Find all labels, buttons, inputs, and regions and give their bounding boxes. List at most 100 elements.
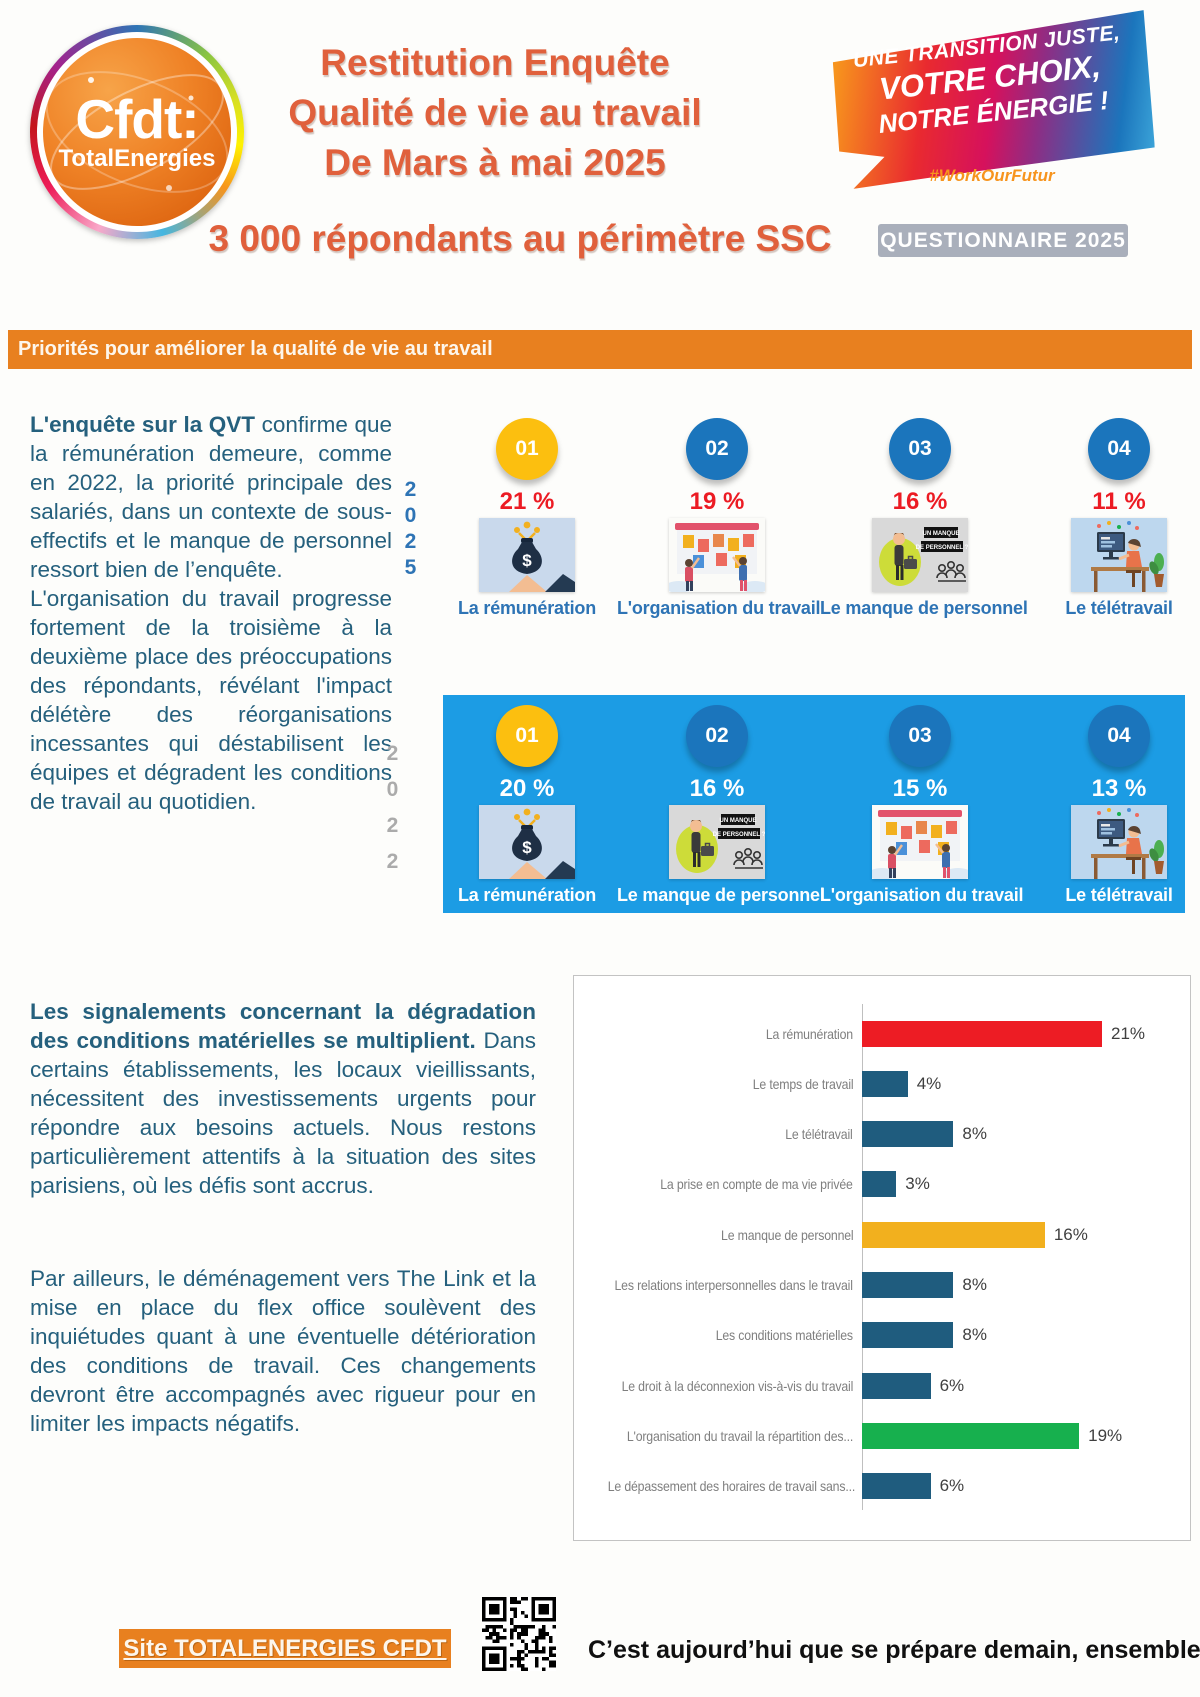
chart-row: Le manque de personnel 16% <box>574 1221 1176 1248</box>
para2-body: Dans certains établissements, les locaux… <box>30 1028 536 1198</box>
chart-rows: La rémunération 21% Le temps de travail … <box>574 1020 1176 1500</box>
year-label-2025: 2025 <box>399 478 422 582</box>
rank-number-badge: 02 <box>686 705 748 767</box>
logo-sphere: Cfdt: TotalEnergies <box>43 38 231 226</box>
chart-bar <box>862 1171 897 1198</box>
ranking-item: 01 20 % $ La rémunération <box>427 677 627 917</box>
year-label-2022: 2022 <box>381 742 404 886</box>
material-conditions-paragraph: Les signalements concernant la dégradati… <box>30 997 536 1200</box>
svg-text:$: $ <box>522 838 532 857</box>
rank-percent: 15 % <box>892 775 948 802</box>
svg-text:DE PERSONNEL ?: DE PERSONNEL ? <box>713 832 765 838</box>
chart-bar <box>862 1272 954 1299</box>
chart-value-label: 3% <box>905 1174 930 1194</box>
staff-shortage-illustration: UN MANQUE DE PERSONNEL ? <box>872 518 968 592</box>
rank-label: La rémunération <box>457 885 597 905</box>
priorities-bar-chart: La rémunération 21% Le temps de travail … <box>573 975 1191 1541</box>
title-line-3: De Mars à mai 2025 <box>324 142 666 183</box>
chart-category-label: L'organisation du travail la répartition… <box>626 1428 853 1445</box>
ranking-box-2022: 01 20 % $ La rémunération 02 16 % UN MAN… <box>443 695 1185 913</box>
staff-shortage-icon: UN MANQUE DE PERSONNEL ? <box>669 805 765 879</box>
thelink-flexoffice-paragraph: Par ailleurs, le déménagement vers The L… <box>30 1266 536 1436</box>
chart-value-label: 21% <box>1111 1023 1146 1043</box>
chart-category-label: La rémunération <box>765 1025 853 1042</box>
chart-value-label: 19% <box>1088 1426 1123 1446</box>
intro-body-2: L'organisation du travail progresse fort… <box>30 586 392 814</box>
chart-bar <box>862 1423 1080 1450</box>
chart-bar <box>862 1372 931 1399</box>
site-link-button[interactable]: Site TOTALENERGIES CFDT <box>119 1629 451 1668</box>
chart-row: Le dépassement des horaires de travail s… <box>574 1473 1176 1500</box>
chart-category-label: Le manque de personnel <box>720 1226 854 1243</box>
ranking-item: 01 21 % $ La rémunération <box>427 390 627 630</box>
kanban-board-illustration <box>669 518 765 592</box>
chart-row: Le droit à la déconnexion vis-à-vis du t… <box>574 1372 1176 1399</box>
section-title-bar: Priorités pour améliorer la qualité de v… <box>8 330 1192 369</box>
chart-category-label: Le temps de travail <box>752 1075 853 1092</box>
chart-value-label: 6% <box>939 1476 965 1496</box>
rank-number-badge: 03 <box>889 705 951 767</box>
money-bag-illustration: $ <box>479 805 575 879</box>
money-bag-icon: $ <box>479 518 575 592</box>
chart-row: Le temps de travail 4% <box>574 1070 1176 1097</box>
remote-work-icon <box>1071 805 1167 879</box>
chart-row: Les conditions matérielles 8% <box>574 1322 1176 1349</box>
svg-text:$: $ <box>522 551 532 570</box>
chart-category-label: La prise en compte de ma vie privée <box>660 1176 854 1193</box>
ranking-item: 02 16 % UN MANQUE DE PERSONNEL ? Le manq… <box>617 677 825 917</box>
rank-number-badge: 03 <box>889 418 951 480</box>
chart-value-label: 4% <box>916 1073 942 1093</box>
money-bag-icon: $ <box>479 805 575 879</box>
ranking-item: 04 11 % Le télétravail <box>1019 390 1200 630</box>
chart-bar <box>862 1473 931 1500</box>
intro-paragraph: L'enquête sur la QVT confirme que la rém… <box>30 410 392 816</box>
kanban-board-illustration <box>872 805 968 879</box>
chart-row: Les relations interpersonnelles dans le … <box>574 1272 1176 1299</box>
chart-row: La prise en compte de ma vie privée 3% <box>574 1171 1176 1198</box>
money-bag-illustration: $ <box>479 518 575 592</box>
rank-percent: 20 % <box>499 775 555 802</box>
chart-value-label: 8% <box>962 1275 987 1295</box>
ranking-item: 03 15 % L'organisation du travail <box>820 677 1024 917</box>
title-line-2: Qualité de vie au travail <box>288 92 702 133</box>
remote-work-illustration <box>1071 805 1167 879</box>
chart-bar <box>862 1322 954 1349</box>
chart-value-label: 8% <box>962 1325 987 1345</box>
chart-bar <box>862 1221 1045 1248</box>
ranking-item: 04 13 % Le télétravail <box>1019 677 1200 917</box>
rank-label: Le télétravail <box>1065 598 1173 618</box>
footer-slogan: C’est aujourd’hui que se prépare demain,… <box>588 1636 1200 1664</box>
chart-category-label: Les relations interpersonnelles dans le … <box>614 1277 853 1294</box>
rank-label: Le télétravail <box>1065 885 1173 905</box>
chart-row: L'organisation du travail la répartition… <box>574 1423 1176 1450</box>
svg-text:DE PERSONNEL ?: DE PERSONNEL ? <box>916 545 968 551</box>
para2-lead: Les signalements concernant la dégradati… <box>30 999 536 1053</box>
kanban-board-icon <box>872 805 968 879</box>
remote-work-illustration <box>1071 518 1167 592</box>
logo-sub-text: TotalEnergies <box>58 145 216 172</box>
chart-value-label: 8% <box>962 1124 987 1144</box>
chart-category-label: Le dépassement des horaires de travail s… <box>607 1478 856 1495</box>
staff-shortage-icon: UN MANQUE DE PERSONNEL ? <box>872 518 968 592</box>
rank-number-badge: 04 <box>1088 705 1150 767</box>
logo-orbit-arcs <box>45 71 229 193</box>
chart-row: La rémunération 21% <box>574 1020 1176 1047</box>
rank-label: L'organisation du travail <box>820 885 1024 905</box>
rank-number-badge: 02 <box>686 418 748 480</box>
rank-percent: 21 % <box>499 488 555 515</box>
respondents-headline: 3 000 répondants au périmètre SSC <box>208 218 832 259</box>
svg-text:UN MANQUE: UN MANQUE <box>923 531 960 537</box>
questionnaire-2025-badge: QUESTIONNAIRE 2025 <box>878 224 1128 257</box>
rank-number-badge: 01 <box>496 705 558 767</box>
rank-percent: 13 % <box>1091 775 1147 802</box>
rank-percent: 16 % <box>892 488 948 515</box>
rank-percent: 19 % <box>689 488 745 515</box>
rank-percent: 11 % <box>1092 488 1146 515</box>
hashtag-workourfutur: #WorkOurFutur <box>929 166 1055 185</box>
rank-label: Le manque de personnel <box>820 598 1028 618</box>
chart-category-label: Le télétravail <box>785 1126 854 1143</box>
chart-row: Le télétravail 8% <box>574 1121 1176 1148</box>
qr-code-icon <box>482 1597 556 1671</box>
ranking-item: 02 19 % L'organisation du travail <box>617 390 821 630</box>
ranking-row-2025: 01 21 % $ La rémunération 02 19 % <box>0 390 1200 640</box>
